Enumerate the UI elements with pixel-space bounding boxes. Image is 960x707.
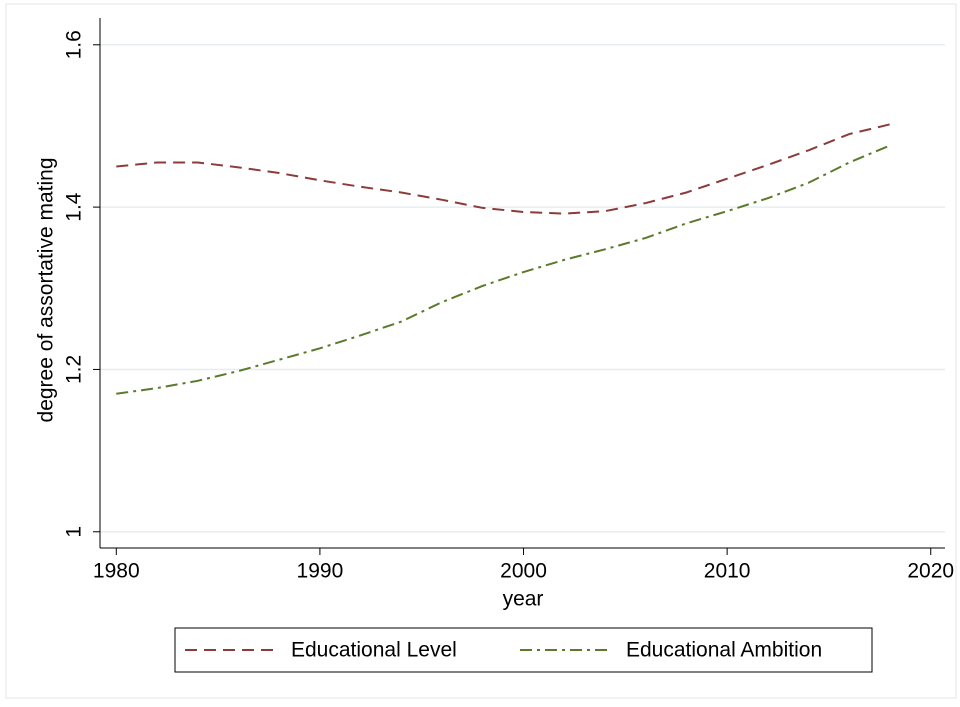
series-line: [116, 123, 891, 215]
legend-label: Educational Level: [291, 639, 457, 662]
y-axis-title: degree of assortative mating: [35, 158, 58, 423]
y-tick-label: 1: [63, 526, 86, 538]
x-tick-label: 1980: [93, 560, 140, 583]
x-tick-label: 2020: [907, 560, 954, 583]
y-tick-label: 1.6: [63, 30, 86, 59]
x-tick-label: 1990: [297, 560, 344, 583]
chart-frame: [5, 3, 957, 699]
x-tick-label: 2000: [500, 560, 547, 583]
x-axis-title: year: [503, 588, 544, 611]
y-tick-label: 1.4: [63, 192, 86, 222]
legend-label: Educational Ambition: [626, 639, 822, 662]
series-line: [116, 144, 891, 395]
x-tick-label: 2010: [704, 560, 751, 583]
y-tick-label: 1.2: [63, 355, 86, 384]
